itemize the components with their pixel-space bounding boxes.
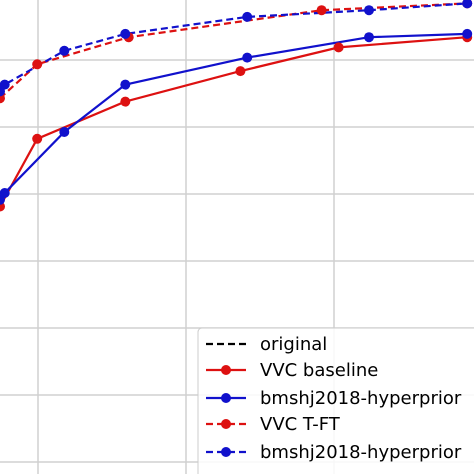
data-point-series-2-4 <box>242 52 253 63</box>
series-line-2 <box>0 32 468 201</box>
data-point-series-4-4 <box>242 11 253 22</box>
data-point-series-4-2 <box>59 45 70 56</box>
data-point-series-3-1 <box>32 59 43 70</box>
series-lines <box>0 2 468 208</box>
legend: original VVC baseline bmshj2018-hyperprior… <box>197 327 474 474</box>
data-point-series-1-2 <box>120 96 131 107</box>
series-line-4 <box>0 2 468 93</box>
data-point-series-1-1 <box>32 133 43 144</box>
legend-label-1: VVC baseline <box>260 360 378 381</box>
data-point-series-3-3 <box>316 5 327 16</box>
legend-marker-4 <box>221 447 231 457</box>
data-point-series-4-1 <box>0 79 10 90</box>
legend-box <box>197 327 474 474</box>
legend-marker-2 <box>221 393 231 403</box>
data-point-series-2-3 <box>120 79 131 90</box>
legend-label-3: VVC T-FT <box>260 414 341 435</box>
legend-label-2: bmshj2018-hyperprior <box>260 388 462 409</box>
series-markers <box>0 0 473 212</box>
legend-label-0: original <box>260 334 327 355</box>
data-point-series-2-6 <box>462 28 473 39</box>
data-point-series-1-3 <box>235 66 246 77</box>
legend-label-4: bmshj2018-hyperprior <box>260 442 462 463</box>
data-point-series-4-6 <box>462 0 473 9</box>
data-point-series-2-1 <box>0 188 10 198</box>
data-point-series-2-2 <box>59 127 70 137</box>
data-point-series-4-3 <box>120 28 131 39</box>
data-point-series-2-5 <box>364 32 374 43</box>
series-line-1 <box>0 36 468 208</box>
data-point-series-1-4 <box>333 42 344 53</box>
legend-marker-3 <box>221 419 231 429</box>
series-line-3 <box>0 2 468 100</box>
legend-marker-1 <box>221 365 231 375</box>
data-point-series-4-5 <box>364 5 374 16</box>
